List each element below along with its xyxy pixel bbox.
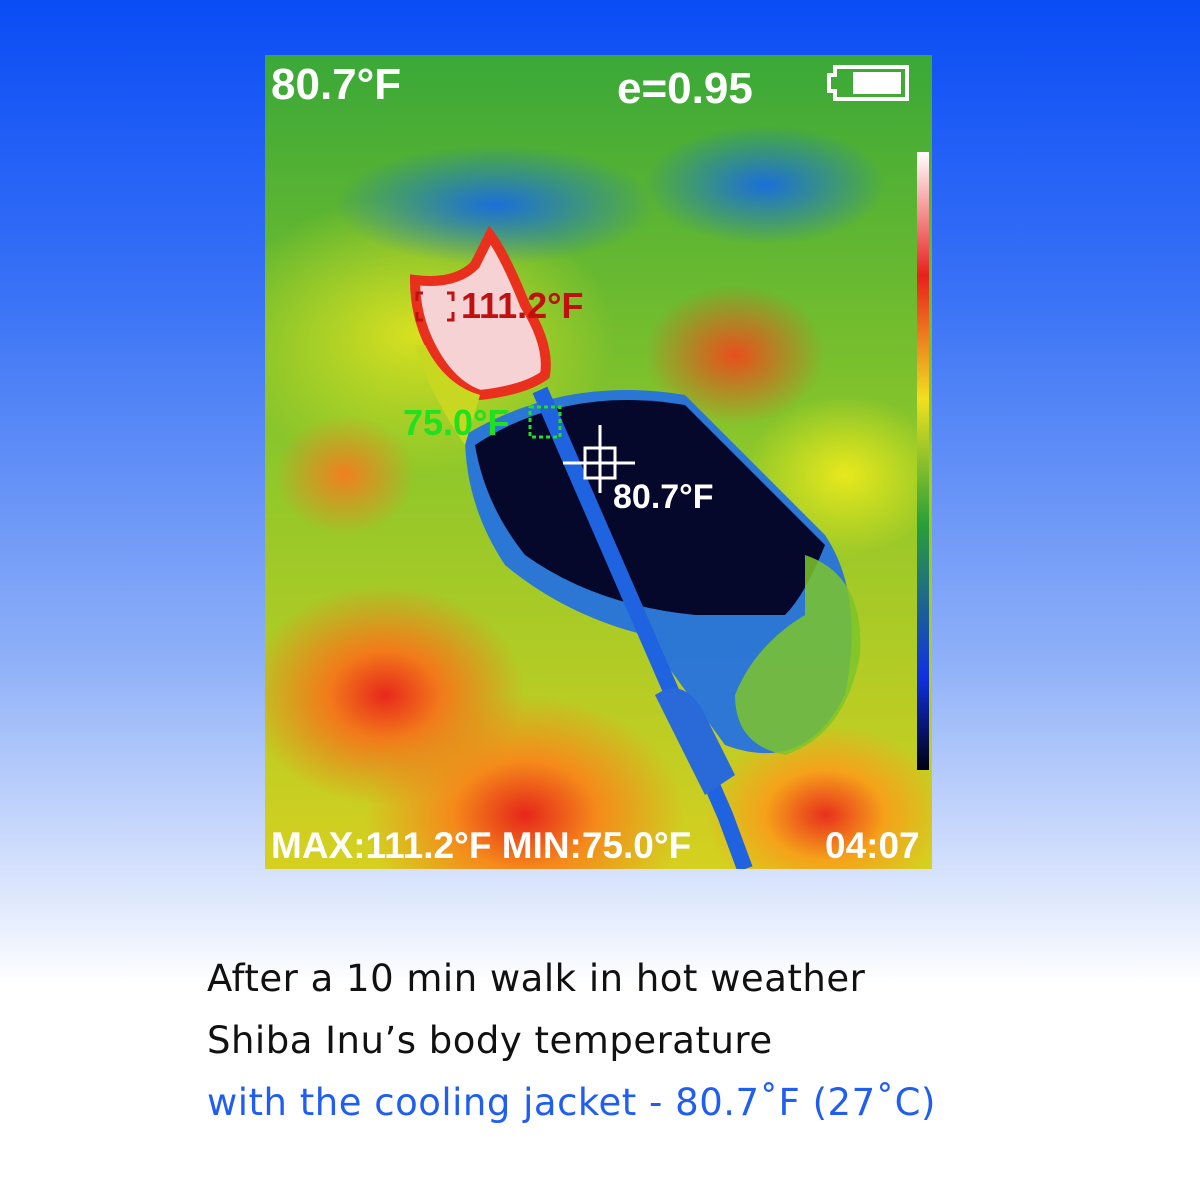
- thermal-image: 80.7°F e=0.95 111.2°F 75.0°F 80.7°F MAX:…: [265, 55, 932, 869]
- caption: After a 10 min walk in hot weather Shiba…: [207, 948, 936, 1134]
- dog-hind: [735, 555, 861, 755]
- color-scale-bar: [917, 152, 929, 770]
- leash: [532, 386, 753, 869]
- caption-line-3: with the cooling jacket - 80.7˚F (27˚C): [207, 1081, 936, 1124]
- clock: 04:07: [825, 825, 920, 866]
- max-temp-label: 111.2°F: [461, 285, 584, 326]
- hand: [655, 688, 735, 795]
- max-min-readout: MAX:111.2°F MIN:75.0°F: [271, 825, 692, 866]
- crosshair-icon: [563, 425, 635, 493]
- center-temperature: 80.7°F: [271, 60, 402, 109]
- crosshair-temp-label: 80.7°F: [613, 478, 714, 516]
- caption-line-2: Shiba Inu’s body temperature: [207, 1019, 773, 1062]
- min-marker-icon: [528, 405, 562, 439]
- min-temp-label: 75.0°F: [403, 402, 510, 443]
- max-marker-icon: [415, 291, 455, 322]
- thermal-scene: [409, 65, 929, 869]
- battery-full-icon: [827, 65, 909, 101]
- dog-neck: [415, 345, 480, 445]
- dog-head: [409, 225, 551, 401]
- caption-line-1: After a 10 min walk in hot weather: [207, 957, 866, 1000]
- emissivity: e=0.95: [617, 64, 753, 113]
